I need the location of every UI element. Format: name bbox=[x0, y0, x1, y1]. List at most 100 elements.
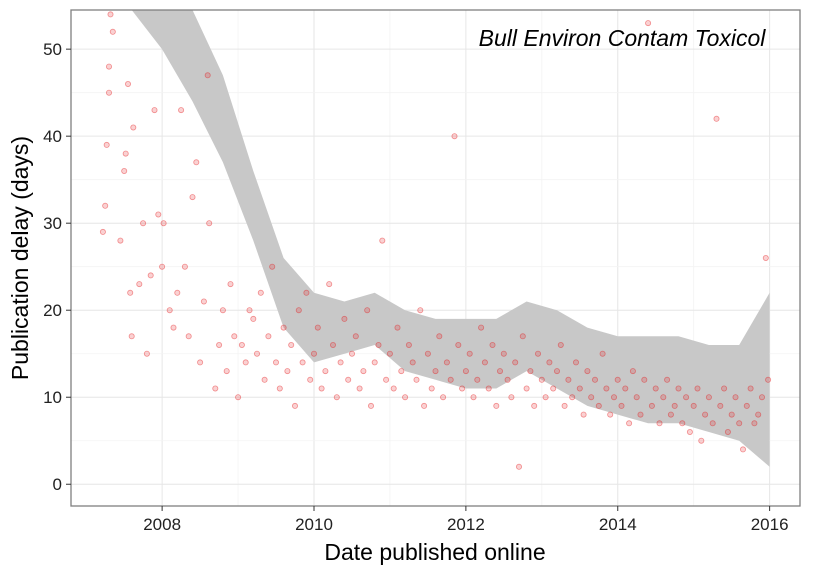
data-point bbox=[611, 394, 618, 401]
data-point bbox=[288, 341, 295, 348]
data-point bbox=[159, 263, 166, 270]
data-point bbox=[178, 107, 185, 114]
data-point bbox=[554, 368, 561, 375]
data-point bbox=[322, 368, 329, 375]
data-point bbox=[103, 141, 110, 148]
data-point bbox=[455, 341, 462, 348]
data-point bbox=[584, 368, 591, 375]
x-tick-label: 2016 bbox=[751, 515, 789, 534]
data-point bbox=[538, 376, 545, 383]
data-point bbox=[698, 437, 705, 444]
data-point bbox=[307, 376, 314, 383]
data-point bbox=[527, 368, 534, 375]
data-point bbox=[496, 368, 503, 375]
data-point bbox=[272, 359, 279, 366]
data-point bbox=[117, 237, 124, 244]
data-point bbox=[371, 359, 378, 366]
data-point bbox=[743, 402, 750, 409]
data-point bbox=[394, 324, 401, 331]
data-point bbox=[231, 333, 238, 340]
data-point bbox=[466, 350, 473, 357]
data-point bbox=[637, 411, 644, 418]
data-point bbox=[326, 281, 333, 288]
data-point bbox=[523, 385, 530, 392]
y-tick-label: 30 bbox=[43, 214, 62, 233]
data-point bbox=[390, 385, 397, 392]
data-point bbox=[102, 202, 109, 209]
data-point bbox=[227, 281, 234, 288]
data-point bbox=[542, 394, 549, 401]
data-point bbox=[675, 385, 682, 392]
data-point bbox=[451, 133, 458, 140]
data-point bbox=[291, 402, 298, 409]
data-point bbox=[200, 298, 207, 305]
plot-border bbox=[70, 9, 801, 507]
axis-ticks: 2008 2010 2012 2014 2016 0 10 20 30 40 50 bbox=[43, 40, 788, 534]
data-point bbox=[398, 368, 405, 375]
data-point bbox=[193, 159, 200, 166]
x-tick-label: 2010 bbox=[295, 515, 333, 534]
data-point bbox=[223, 368, 230, 375]
data-point bbox=[166, 307, 173, 314]
data-point bbox=[762, 254, 769, 261]
data-point bbox=[740, 446, 747, 453]
data-point bbox=[337, 359, 344, 366]
data-point bbox=[181, 263, 188, 270]
x-tick-label: 2014 bbox=[599, 515, 637, 534]
data-point bbox=[413, 376, 420, 383]
data-point bbox=[694, 385, 701, 392]
data-point bbox=[702, 411, 709, 418]
data-point bbox=[576, 385, 583, 392]
data-point bbox=[197, 359, 204, 366]
data-point bbox=[747, 385, 754, 392]
data-point bbox=[170, 324, 177, 331]
data-point bbox=[709, 420, 716, 427]
data-point bbox=[705, 394, 712, 401]
data-point bbox=[717, 402, 724, 409]
data-point bbox=[660, 394, 667, 401]
data-point bbox=[614, 376, 621, 383]
data-point bbox=[329, 341, 336, 348]
data-point bbox=[364, 307, 371, 314]
data-point bbox=[428, 385, 435, 392]
data-point bbox=[683, 394, 690, 401]
data-point bbox=[504, 376, 511, 383]
data-point bbox=[212, 385, 219, 392]
data-point bbox=[299, 359, 306, 366]
data-point bbox=[405, 341, 412, 348]
data-points bbox=[99, 11, 772, 470]
data-point bbox=[356, 385, 363, 392]
data-point bbox=[106, 89, 113, 96]
data-point bbox=[671, 402, 678, 409]
data-point bbox=[174, 289, 181, 296]
data-point bbox=[409, 359, 416, 366]
data-point bbox=[106, 63, 113, 70]
data-point bbox=[219, 307, 226, 314]
data-point bbox=[588, 394, 595, 401]
data-point bbox=[242, 359, 249, 366]
data-point bbox=[253, 350, 260, 357]
data-point bbox=[508, 394, 515, 401]
y-tick-label: 20 bbox=[43, 301, 62, 320]
data-point bbox=[122, 150, 129, 157]
data-point bbox=[367, 402, 374, 409]
data-point bbox=[189, 194, 196, 201]
data-point bbox=[443, 359, 450, 366]
data-point bbox=[493, 402, 500, 409]
data-point bbox=[147, 272, 154, 279]
data-point bbox=[531, 402, 538, 409]
data-point bbox=[421, 402, 428, 409]
data-point bbox=[535, 350, 542, 357]
data-point bbox=[417, 307, 424, 314]
data-point bbox=[595, 402, 602, 409]
data-point bbox=[656, 420, 663, 427]
y-tick-label: 40 bbox=[43, 127, 62, 146]
data-point bbox=[664, 376, 671, 383]
data-point bbox=[348, 350, 355, 357]
data-point bbox=[512, 359, 519, 366]
data-point bbox=[561, 402, 568, 409]
data-point bbox=[128, 333, 135, 340]
data-point bbox=[310, 350, 317, 357]
x-tick-label: 2012 bbox=[447, 515, 485, 534]
